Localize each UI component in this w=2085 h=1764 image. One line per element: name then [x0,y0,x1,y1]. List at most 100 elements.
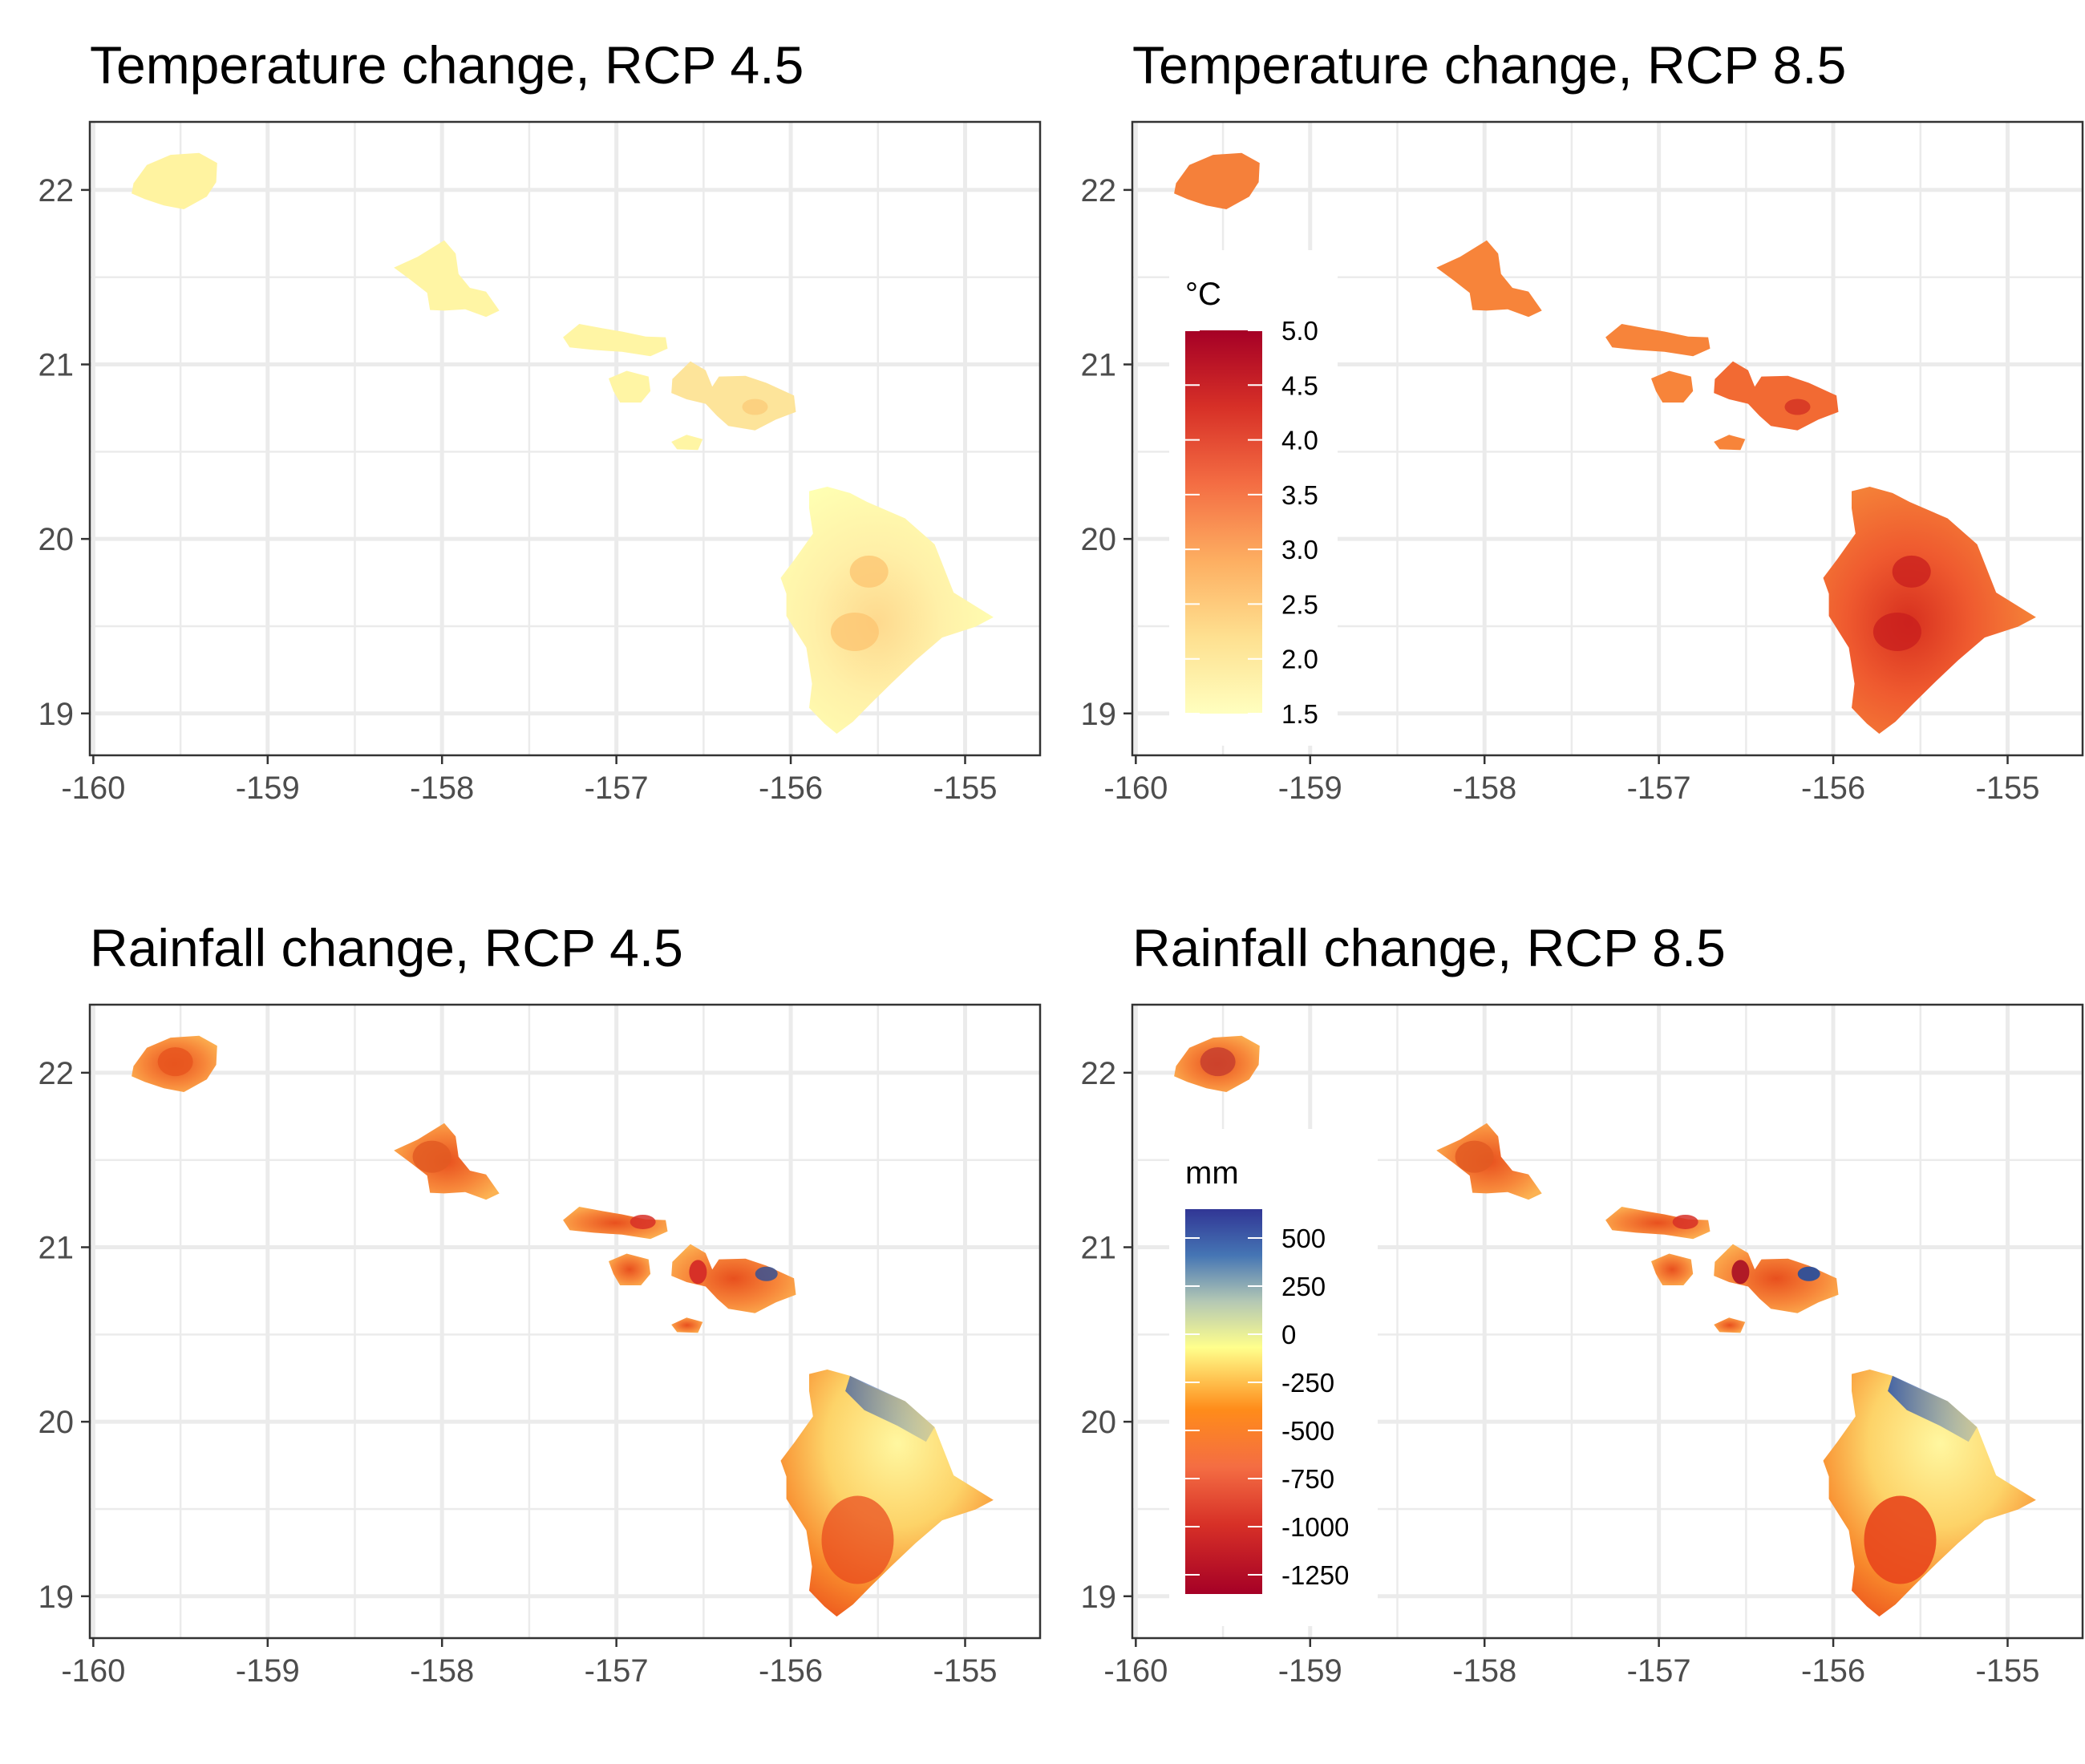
legend-label: 0 [1281,1320,1296,1349]
dry-spot-molokai [1672,1214,1698,1229]
y-tick-label: 19 [38,697,75,732]
x-tick-label: -157 [1627,1653,1691,1689]
x-tick-label: -160 [1103,771,1168,806]
legend-label: 4.0 [1281,426,1318,455]
legend-title: °C [1185,277,1221,312]
island-kauai [1174,152,1260,209]
x-tick-label: -155 [933,771,997,806]
legend-title: mm [1185,1155,1239,1191]
island-maui [671,1244,796,1313]
panel-temp85: Temperature change, RCP 8.5 -160 -159 -158 -… [1081,35,2084,806]
island-molokai [1605,324,1711,357]
legend-colorbar [1185,330,1262,714]
axes: -160 -159 -158 -157 -156 -155 22 21 20 19 [1081,1056,2040,1689]
x-tick-label: -159 [1278,1653,1342,1689]
gridlines [90,1005,1040,1638]
axes: -160 -159 -158 -157 -156 -155 22 21 20 19 [38,1056,998,1689]
legend-rainfall: mm 500 250 0 -250 -500 -750 -1000 -1250 [1169,1129,1378,1626]
x-tick-label: -159 [236,771,300,806]
islands [132,152,994,734]
x-tick-label: -159 [236,1653,300,1689]
islands [132,1035,994,1617]
dry-spot-oahu [412,1140,451,1173]
gridlines [90,122,1040,755]
panel-title: Temperature change, RCP 4.5 [90,35,804,95]
panel-temp45: Temperature change, RCP 4.5 -160 -159 -158 -… [38,35,1042,806]
legend-colorbar [1185,1209,1262,1594]
x-tick-label: -155 [1975,1653,2039,1689]
y-tick-label: 19 [1081,697,1117,732]
island-lanai [609,1253,651,1285]
y-tick-label: 19 [1081,1580,1117,1615]
legend-label: 500 [1281,1224,1326,1253]
panel-border [1131,120,2084,757]
wet-windward-zone [845,1375,935,1442]
x-tick-label: -156 [759,771,823,806]
hot-spot-haleakala [742,399,768,415]
y-tick-label: 22 [1081,173,1117,208]
x-tick-label: -155 [1975,771,2039,806]
x-tick-label: -158 [410,1653,474,1689]
island-oahu [394,240,500,318]
x-tick-label: -160 [61,771,125,806]
island-kahoolawe [1714,435,1746,451]
legend-label: 4.5 [1281,370,1318,400]
x-tick-label: -155 [933,1653,997,1689]
dry-spot-molokai [630,1214,656,1229]
x-tick-label: -156 [1801,1653,1865,1689]
panel-rain85: Rainfall change, RCP 8.5 -160 -159 -158 -157… [1081,918,2084,1689]
island-kauai [132,152,217,209]
island-maui [1714,1244,1839,1313]
y-tick-label: 20 [38,522,75,557]
panel-border [88,120,1042,757]
legend-label: -250 [1281,1368,1334,1398]
island-molokai [563,324,668,357]
x-tick-label: -156 [759,1653,823,1689]
island-kahoolawe [1714,1317,1746,1333]
island-kahoolawe [671,435,703,451]
island-lanai [1651,1253,1694,1285]
legend-label: 2.5 [1281,589,1318,619]
island-maui [1714,361,1839,431]
island-hawaii [780,487,994,734]
y-tick-label: 20 [1081,1405,1117,1440]
legend-label: -500 [1281,1416,1334,1446]
hot-spot-haleakala [1784,399,1811,415]
y-tick-label: 20 [1081,522,1117,557]
dry-spot-hawaii [1864,1495,1937,1584]
y-tick-label: 21 [38,348,75,383]
legend-label: 3.5 [1281,480,1318,510]
x-tick-label: -158 [410,771,474,806]
hot-spot-maunaloa [1872,612,1921,651]
y-tick-label: 22 [1081,1056,1117,1091]
hot-spot-maunakea [849,555,889,588]
y-tick-label: 22 [38,1056,75,1091]
y-tick-label: 21 [1081,1231,1117,1266]
panel-rain45: Rainfall change, RCP 4.5 -160 -159 -158 -157… [38,918,1042,1689]
dry-spot-oahu [1455,1140,1494,1173]
y-tick-label: 19 [38,1580,75,1615]
axes: -160 -159 -158 -157 -156 -155 22 21 20 19 [1081,173,2040,806]
island-hawaii [1823,487,2036,734]
dry-spot-maui [1731,1260,1750,1285]
panel-title: Temperature change, RCP 8.5 [1132,35,1846,95]
y-tick-label: 21 [1081,348,1117,383]
x-tick-label: -159 [1278,771,1342,806]
wet-spot-maui [755,1266,778,1281]
y-tick-label: 21 [38,1231,75,1266]
panel-border [1131,1003,2084,1640]
legend-label: -750 [1281,1464,1334,1494]
legend-label: 2.0 [1281,645,1318,674]
legend-label: 5.0 [1281,316,1318,346]
x-tick-label: -158 [1452,1653,1516,1689]
x-tick-label: -158 [1452,771,1516,806]
panel-title: Rainfall change, RCP 8.5 [1132,918,1726,977]
dry-spot-hawaii [821,1495,894,1584]
island-lanai [1651,370,1694,403]
x-tick-label: -157 [585,1653,649,1689]
legend-label: 1.5 [1281,699,1318,729]
legend-label: 3.0 [1281,535,1318,564]
dry-spot-kauai [1200,1047,1236,1077]
legend-label: -1250 [1281,1560,1349,1590]
x-tick-label: -160 [1103,1653,1168,1689]
